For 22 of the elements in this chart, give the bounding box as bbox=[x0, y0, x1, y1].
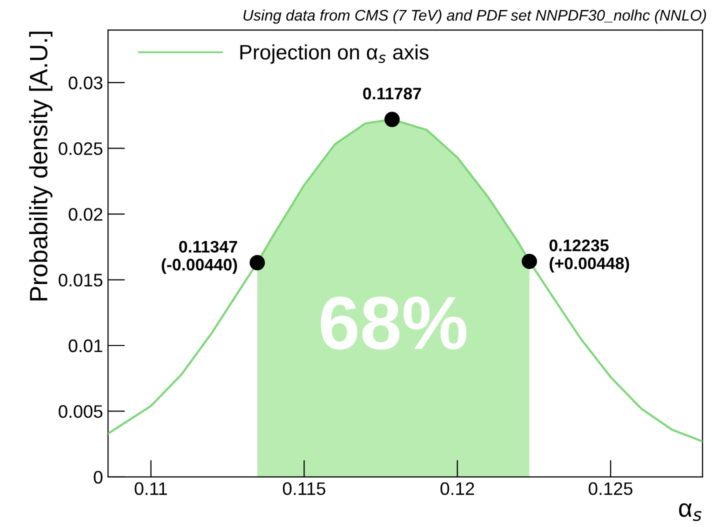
y-tick-label: 0.02 bbox=[68, 208, 102, 221]
point bbox=[250, 255, 265, 270]
annotation: 68% bbox=[321, 296, 466, 350]
y-tick-label: 0.03 bbox=[68, 76, 102, 90]
point bbox=[384, 112, 400, 128]
x-tick-label: 0.12 bbox=[440, 482, 474, 496]
y-tick-label: 0.015 bbox=[58, 274, 102, 286]
chart-title: Using data from CMS (7 TeV) and PDF set NNPDF30_nolhc (NNLO) bbox=[244, 9, 706, 24]
y-tick-label: 0.025 bbox=[58, 142, 102, 156]
annotation: 0.12235 (+0.00448) bbox=[549, 240, 630, 273]
annotation: 0.11347 (-0.00440) bbox=[162, 240, 238, 274]
y-axis-title: Probability density [A.U.] bbox=[29, 32, 52, 300]
point bbox=[522, 254, 538, 270]
annotation: 0.11787 bbox=[363, 88, 422, 100]
y-tick-label: 0 bbox=[94, 470, 102, 484]
x-tick-label: 0.125 bbox=[588, 482, 632, 496]
x-tick-label: 0.11 bbox=[134, 482, 167, 496]
y-tick-label: 0.01 bbox=[68, 339, 102, 352]
x-axis-title: α$_{s}$ bbox=[679, 503, 702, 522]
x-tick-label: 0.115 bbox=[282, 482, 326, 496]
legend-label: Projection on α$_{s}$ axis bbox=[240, 44, 429, 64]
y-tick-label: 0.005 bbox=[58, 405, 102, 418]
